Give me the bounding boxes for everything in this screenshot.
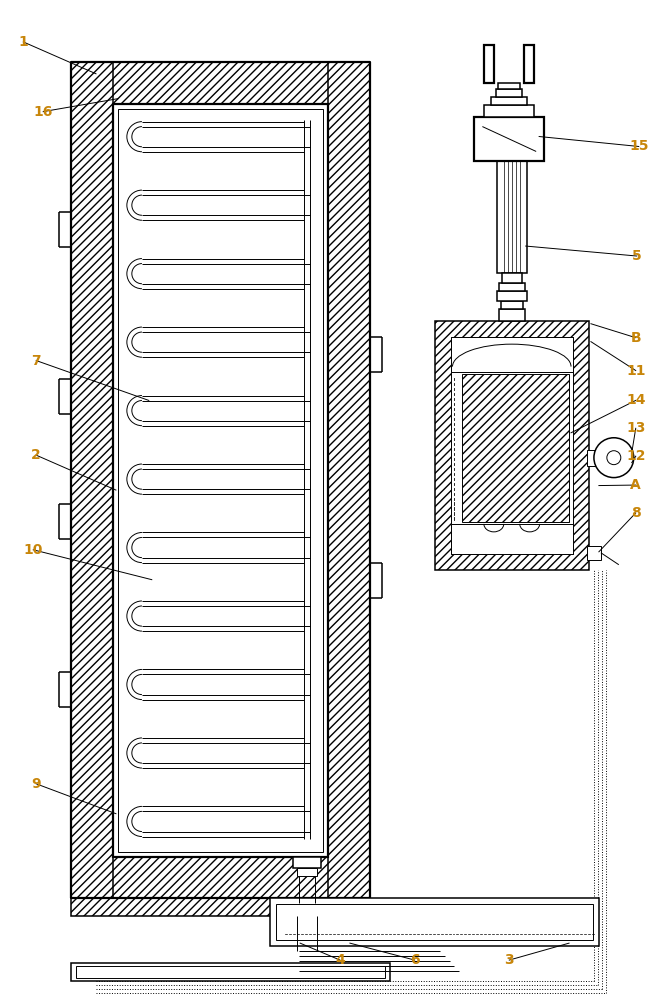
Circle shape xyxy=(607,451,621,465)
Bar xyxy=(587,450,599,466)
Text: 10: 10 xyxy=(23,543,43,557)
Bar xyxy=(277,904,593,940)
Bar xyxy=(71,963,389,981)
Text: 5: 5 xyxy=(632,249,641,263)
Bar xyxy=(501,301,523,309)
Bar xyxy=(71,62,370,104)
Text: 9: 9 xyxy=(31,777,41,791)
Text: 7: 7 xyxy=(31,354,41,368)
Bar xyxy=(450,337,573,554)
Bar xyxy=(450,337,573,372)
Bar xyxy=(113,104,328,857)
Text: A: A xyxy=(631,478,641,492)
Bar xyxy=(435,321,589,570)
Text: B: B xyxy=(631,331,641,345)
Bar xyxy=(328,62,370,898)
Text: 16: 16 xyxy=(33,105,53,119)
Bar xyxy=(499,309,524,321)
Bar xyxy=(113,104,328,857)
Bar xyxy=(484,45,494,83)
Bar xyxy=(76,966,385,978)
Bar xyxy=(497,161,526,273)
Bar xyxy=(71,62,113,898)
Text: 4: 4 xyxy=(335,953,345,967)
Bar xyxy=(118,109,323,852)
Text: 15: 15 xyxy=(629,139,649,153)
Bar xyxy=(502,273,522,283)
Text: 6: 6 xyxy=(410,953,420,967)
Bar xyxy=(71,898,370,916)
Bar xyxy=(496,89,522,97)
Bar xyxy=(297,868,317,876)
Bar xyxy=(271,898,599,946)
Text: 8: 8 xyxy=(631,506,641,520)
Bar xyxy=(462,374,569,522)
Text: 1: 1 xyxy=(19,35,28,49)
Circle shape xyxy=(594,438,634,478)
Bar xyxy=(524,45,534,83)
Bar xyxy=(587,546,601,560)
Text: 14: 14 xyxy=(626,393,645,407)
Bar xyxy=(450,524,573,554)
Bar xyxy=(474,117,544,161)
Bar xyxy=(499,283,524,291)
Bar xyxy=(498,83,520,89)
Bar xyxy=(71,857,370,898)
Bar xyxy=(492,97,527,105)
Bar xyxy=(293,857,321,868)
Text: 11: 11 xyxy=(626,364,645,378)
Text: 12: 12 xyxy=(626,449,645,463)
Bar xyxy=(497,291,526,301)
Text: 13: 13 xyxy=(626,421,645,435)
Bar xyxy=(484,105,534,117)
Text: 2: 2 xyxy=(31,448,41,462)
Text: 3: 3 xyxy=(504,953,514,967)
